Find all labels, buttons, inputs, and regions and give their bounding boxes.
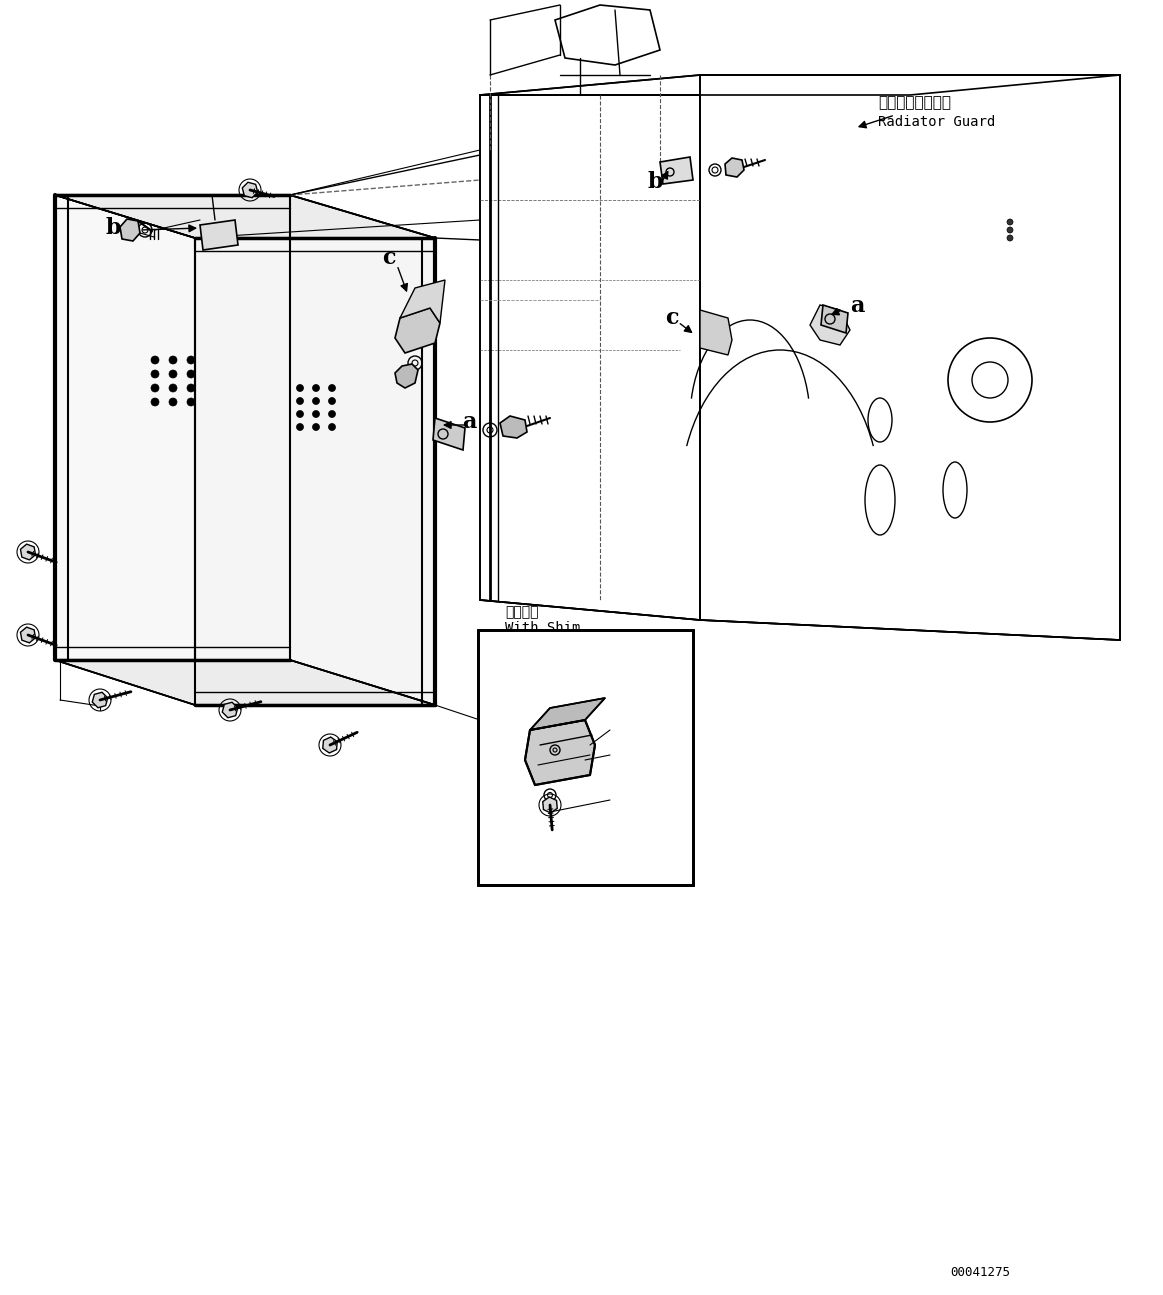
Polygon shape: [92, 693, 108, 708]
Circle shape: [151, 398, 159, 407]
Polygon shape: [55, 660, 435, 704]
Text: b: b: [648, 171, 664, 193]
Circle shape: [169, 398, 177, 407]
Polygon shape: [395, 308, 440, 354]
Circle shape: [1007, 219, 1013, 225]
Circle shape: [1007, 234, 1013, 241]
Polygon shape: [395, 364, 418, 388]
Circle shape: [187, 385, 195, 392]
Circle shape: [169, 370, 177, 378]
Circle shape: [151, 370, 159, 378]
Polygon shape: [659, 157, 693, 184]
Text: b: b: [105, 218, 121, 240]
Circle shape: [297, 411, 304, 417]
Polygon shape: [725, 158, 744, 177]
Circle shape: [187, 370, 195, 378]
Text: シム付き: シム付き: [505, 605, 538, 619]
Polygon shape: [821, 306, 848, 333]
Circle shape: [328, 423, 335, 430]
Polygon shape: [323, 737, 337, 752]
Polygon shape: [55, 196, 435, 238]
Circle shape: [151, 356, 159, 364]
Polygon shape: [120, 219, 140, 241]
Polygon shape: [530, 698, 605, 730]
Circle shape: [169, 385, 177, 392]
Polygon shape: [543, 796, 557, 813]
Polygon shape: [525, 720, 595, 785]
Circle shape: [1007, 227, 1013, 233]
Text: c: c: [545, 633, 561, 657]
Circle shape: [313, 398, 320, 404]
Text: ラジエータガード: ラジエータガード: [878, 96, 951, 110]
Polygon shape: [500, 416, 527, 438]
Circle shape: [313, 385, 320, 391]
Bar: [478, 629, 693, 884]
Text: c: c: [665, 307, 678, 329]
Polygon shape: [400, 280, 445, 322]
Circle shape: [297, 398, 304, 404]
Circle shape: [187, 398, 195, 407]
Polygon shape: [200, 220, 238, 250]
Circle shape: [328, 411, 335, 417]
Polygon shape: [700, 75, 1120, 640]
Text: c: c: [381, 247, 395, 269]
Circle shape: [328, 398, 335, 404]
Text: 00041275: 00041275: [950, 1265, 1009, 1278]
Text: a: a: [462, 411, 477, 433]
Polygon shape: [21, 544, 36, 559]
Text: Radiator Guard: Radiator Guard: [878, 115, 996, 130]
Text: a: a: [850, 295, 864, 317]
Bar: [478, 629, 693, 884]
Circle shape: [328, 385, 335, 391]
Polygon shape: [700, 310, 732, 355]
Text: With Shim: With Shim: [505, 622, 580, 635]
Polygon shape: [195, 238, 435, 704]
Polygon shape: [55, 196, 290, 660]
Polygon shape: [480, 75, 1120, 95]
Polygon shape: [433, 418, 465, 449]
Polygon shape: [21, 627, 36, 642]
Circle shape: [297, 423, 304, 430]
Polygon shape: [480, 95, 700, 620]
Circle shape: [187, 356, 195, 364]
Circle shape: [151, 385, 159, 392]
Circle shape: [169, 356, 177, 364]
Circle shape: [297, 385, 304, 391]
Polygon shape: [222, 702, 237, 717]
Polygon shape: [809, 306, 850, 344]
Circle shape: [313, 411, 320, 417]
Polygon shape: [242, 183, 258, 198]
Polygon shape: [555, 5, 659, 65]
Circle shape: [313, 423, 320, 430]
